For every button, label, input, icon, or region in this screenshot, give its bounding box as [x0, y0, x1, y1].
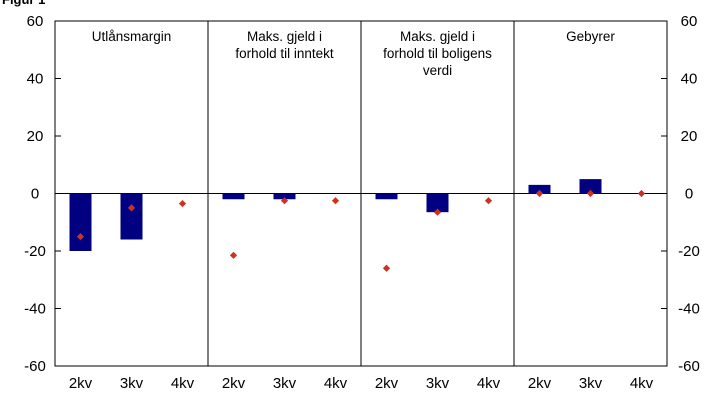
x-tick-label: 4kv	[477, 375, 501, 392]
bar	[121, 194, 143, 240]
panel-title: Maks. gjeld i	[400, 29, 475, 44]
y-tick-label-right: -60	[678, 358, 700, 375]
y-tick-label-right: 60	[681, 13, 698, 30]
bar	[223, 194, 245, 200]
y-tick-label-right: -40	[678, 301, 700, 318]
x-tick-label: 4kv	[630, 375, 654, 392]
panel-title: Maks. gjeld i	[247, 29, 322, 44]
y-tick-label-left: -20	[24, 243, 46, 260]
y-tick-label-left: 0	[31, 186, 39, 203]
x-tick-label: 2kv	[528, 375, 552, 392]
x-tick-label: 3kv	[273, 375, 297, 392]
x-tick-label: 2kv	[69, 375, 93, 392]
x-tick-label: 4kv	[171, 375, 195, 392]
marker-point	[179, 200, 186, 207]
x-tick-label: 3kv	[579, 375, 603, 392]
marker-point	[638, 190, 645, 197]
x-tick-label: 2kv	[222, 375, 246, 392]
bar	[70, 194, 92, 252]
panel-title: Gebyrer	[566, 29, 615, 44]
x-tick-label: 3kv	[120, 375, 144, 392]
panel-title: forhold til inntekt	[235, 46, 334, 61]
marker-point	[230, 252, 237, 259]
axes: -60 -60 -40 -40 -20 -20 0 0 20 20 40 40 60 60 2kv 3kv 4k…	[2, 0, 700, 392]
figure-caption: Figur 1	[2, 0, 45, 7]
y-tick-label-left: 60	[27, 13, 44, 30]
x-tick-label: 2kv	[375, 375, 399, 392]
y-tick-label-right: 20	[681, 128, 698, 145]
y-tick-label-right: -20	[678, 243, 700, 260]
y-tick-label-left: -60	[24, 358, 46, 375]
panel-title: verdi	[423, 63, 452, 78]
y-tick-label-right: 0	[685, 186, 693, 203]
marker-point	[332, 197, 339, 204]
marker-point	[485, 197, 492, 204]
x-tick-label: 3kv	[426, 375, 450, 392]
panel-title: forhold til boligens	[383, 46, 492, 61]
bar	[376, 194, 398, 200]
marker-point	[383, 265, 390, 272]
y-tick-label-left: -40	[24, 301, 46, 318]
x-tick-label: 4kv	[324, 375, 348, 392]
y-tick-label-right: 40	[681, 71, 698, 88]
panel-title: Utlånsmargin	[92, 29, 172, 44]
y-tick-label-left: 40	[27, 71, 44, 88]
y-tick-label-left: 20	[27, 128, 44, 145]
